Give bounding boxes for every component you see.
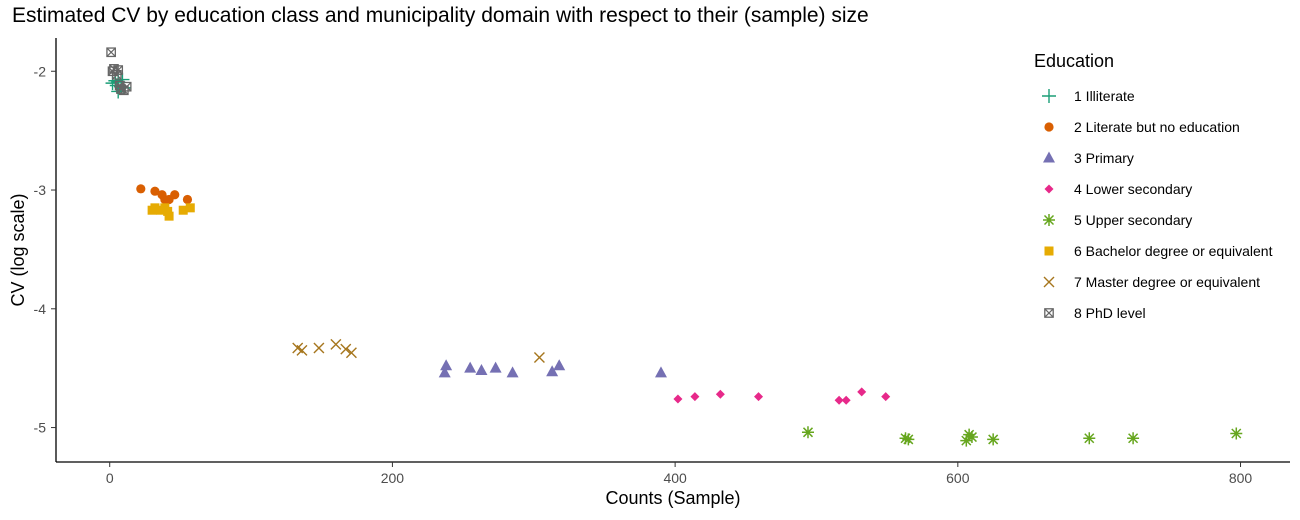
series-cross <box>292 338 545 363</box>
x-tick-label: 400 <box>663 470 687 486</box>
data-point <box>857 387 867 397</box>
legend-key <box>1043 214 1055 226</box>
data-point <box>987 433 1000 446</box>
x-tick-label: 600 <box>946 470 970 486</box>
x-tick-label: 800 <box>1229 470 1253 486</box>
series-circle <box>136 184 193 205</box>
data-point <box>690 392 700 402</box>
data-point <box>178 205 188 215</box>
legend-key <box>1044 246 1054 256</box>
legend: Education 1 Illiterate 2 Literate but no … <box>1034 51 1273 321</box>
data-point <box>345 347 357 359</box>
legend-title: Education <box>1034 51 1114 71</box>
legend-label: 3 Primary <box>1074 150 1134 166</box>
data-point <box>533 351 545 363</box>
legend-item: 4 Lower secondary <box>1044 181 1192 197</box>
data-point <box>899 432 912 445</box>
legend-key <box>1043 276 1055 288</box>
data-point <box>121 81 132 92</box>
legend-items: 1 Illiterate 2 Literate but no education 3… <box>1042 88 1273 321</box>
series-boxx <box>106 47 132 96</box>
legend-item: 6 Bachelor degree or equivalent <box>1044 243 1273 259</box>
data-point <box>113 65 124 75</box>
data-point <box>506 366 519 378</box>
legend-item: 8 PhD level <box>1044 305 1146 321</box>
legend-key <box>1044 122 1054 132</box>
x-ticks: 0 200 400 600 800 <box>106 462 1253 486</box>
data-point <box>801 426 814 439</box>
legend-item: 5 Upper secondary <box>1043 212 1192 228</box>
y-tick-label: -2 <box>34 63 47 79</box>
data-point <box>330 338 342 350</box>
data-point <box>881 392 891 402</box>
data-point <box>150 186 160 196</box>
data-point <box>489 361 502 373</box>
legend-label: 7 Master degree or equivalent <box>1074 274 1260 290</box>
series-square <box>147 203 195 221</box>
axes <box>55 38 1290 463</box>
data-point <box>834 395 844 405</box>
data-point <box>106 47 116 58</box>
data-point <box>163 206 173 216</box>
legend-label: 2 Literate but no education <box>1074 119 1240 135</box>
data-point <box>464 361 477 373</box>
legend-label: 6 Bachelor degree or equivalent <box>1074 243 1273 259</box>
series-asterisk <box>801 426 1243 447</box>
legend-item: 2 Literate but no education <box>1044 119 1240 135</box>
data-point <box>475 364 488 376</box>
legend-key <box>1044 184 1054 194</box>
legend-key <box>1044 308 1054 318</box>
legend-key <box>1043 151 1055 163</box>
x-axis-title: Counts (Sample) <box>605 488 740 508</box>
data-point <box>546 365 559 377</box>
data-point <box>170 190 180 200</box>
data-points <box>105 47 1243 447</box>
data-point <box>340 343 352 355</box>
legend-item: 3 Primary <box>1043 150 1134 166</box>
data-point <box>438 366 451 378</box>
data-point <box>136 184 146 194</box>
data-point <box>1230 427 1243 440</box>
legend-label: 5 Upper secondary <box>1074 212 1192 228</box>
data-point <box>654 366 667 378</box>
data-point <box>150 203 160 213</box>
series-triangle <box>438 359 667 378</box>
data-point <box>185 203 195 213</box>
data-point <box>164 211 174 221</box>
legend-key <box>1042 89 1056 103</box>
legend-label: 1 Illiterate <box>1074 88 1135 104</box>
data-point <box>902 433 915 446</box>
data-point <box>440 359 453 371</box>
legend-item: 1 Illiterate <box>1042 88 1135 104</box>
chart-title: Estimated CV by education class and muni… <box>12 4 869 27</box>
data-point <box>715 389 725 399</box>
data-point <box>965 431 978 444</box>
data-point <box>182 194 193 205</box>
data-point <box>841 395 851 405</box>
x-tick-label: 200 <box>381 470 405 486</box>
data-point <box>313 342 325 354</box>
y-tick-label: -4 <box>34 301 47 317</box>
legend-item: 7 Master degree or equivalent <box>1043 274 1260 290</box>
x-tick-label: 0 <box>106 470 114 486</box>
data-point <box>673 394 683 404</box>
data-point <box>960 434 973 447</box>
legend-label: 8 PhD level <box>1074 305 1146 321</box>
y-tick-label: -5 <box>34 420 47 436</box>
data-point <box>1127 432 1140 445</box>
series-diamond <box>673 387 891 405</box>
data-point <box>754 392 764 402</box>
y-ticks: -2 -3 -4 -5 <box>34 63 56 436</box>
legend-label: 4 Lower secondary <box>1074 181 1192 197</box>
y-axis-title: CV (log scale) <box>8 193 28 306</box>
data-point <box>296 344 308 356</box>
data-point <box>1083 432 1096 445</box>
data-point <box>553 359 566 371</box>
y-tick-label: -3 <box>34 182 47 198</box>
